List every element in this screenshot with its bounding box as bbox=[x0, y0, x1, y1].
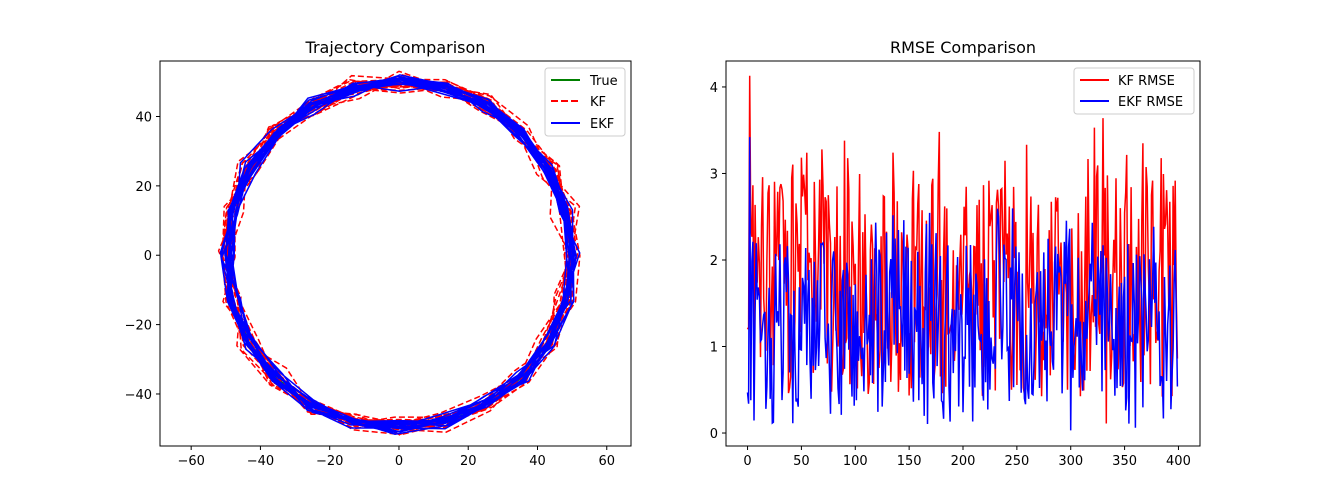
x-tick-label: 60 bbox=[598, 454, 615, 469]
x-tick-label: 20 bbox=[460, 454, 477, 469]
trajectory-panel: Trajectory Comparison −60 −40 −20 0 20 40 60 −… bbox=[125, 38, 632, 469]
y-tick-label: 4 bbox=[710, 81, 718, 96]
ekf-rmse-line bbox=[746, 137, 1179, 431]
y-tick-label: 2 bbox=[710, 254, 718, 269]
legend-label-kf-rmse: KF RMSE bbox=[1118, 74, 1175, 89]
trajectory-x-ticks: −60 −40 −20 0 20 40 60 bbox=[177, 446, 615, 469]
rmse-legend: KF RMSE EKF RMSE bbox=[1073, 67, 1195, 115]
trajectory-axes-frame bbox=[159, 60, 632, 447]
x-tick-label: 100 bbox=[843, 454, 868, 469]
x-tick-label: 350 bbox=[1112, 454, 1137, 469]
y-tick-label: 40 bbox=[135, 110, 152, 125]
trajectory-title: Trajectory Comparison bbox=[305, 38, 486, 57]
y-tick-label: −40 bbox=[125, 388, 152, 403]
rmse-plot-area bbox=[746, 75, 1179, 431]
y-tick-label: 20 bbox=[135, 180, 152, 195]
x-tick-label: −60 bbox=[177, 454, 204, 469]
x-tick-label: 0 bbox=[743, 454, 751, 469]
trajectory-legend: True KF EKF bbox=[544, 67, 626, 137]
x-tick-label: 200 bbox=[951, 454, 976, 469]
trajectory-plot-area bbox=[217, 70, 581, 436]
x-tick-label: −20 bbox=[316, 454, 343, 469]
x-tick-label: 0 bbox=[395, 454, 403, 469]
legend-label-ekf-rmse: EKF RMSE bbox=[1118, 95, 1183, 110]
x-tick-label: 300 bbox=[1058, 454, 1083, 469]
x-tick-label: 250 bbox=[1004, 454, 1029, 469]
y-tick-label: 1 bbox=[710, 341, 718, 356]
legend-label-true: True bbox=[589, 74, 618, 89]
rmse-panel: RMSE Comparison 0 50 100 150 200 250 300 350 400… bbox=[710, 38, 1201, 469]
y-tick-label: 0 bbox=[710, 427, 718, 442]
x-tick-label: 50 bbox=[793, 454, 810, 469]
rmse-y-ticks: 0 1 2 3 4 bbox=[710, 81, 726, 442]
legend-label-ekf: EKF bbox=[590, 117, 614, 132]
y-tick-label: 3 bbox=[710, 167, 718, 182]
trajectory-y-ticks: −40 −20 0 20 40 bbox=[125, 110, 160, 403]
ekf-trajectory-line bbox=[219, 74, 581, 435]
kf-trajectory-line bbox=[217, 70, 581, 436]
y-tick-label: 0 bbox=[144, 249, 152, 264]
y-tick-label: −20 bbox=[125, 319, 152, 334]
legend-label-kf: KF bbox=[590, 95, 606, 110]
x-tick-label: 400 bbox=[1166, 454, 1191, 469]
x-tick-label: 40 bbox=[529, 454, 546, 469]
x-tick-label: −40 bbox=[247, 454, 274, 469]
x-tick-label: 150 bbox=[897, 454, 922, 469]
trajectory-legend-box bbox=[544, 67, 626, 137]
rmse-title: RMSE Comparison bbox=[890, 38, 1036, 57]
rmse-x-ticks: 0 50 100 150 200 250 300 350 400 bbox=[743, 446, 1191, 469]
